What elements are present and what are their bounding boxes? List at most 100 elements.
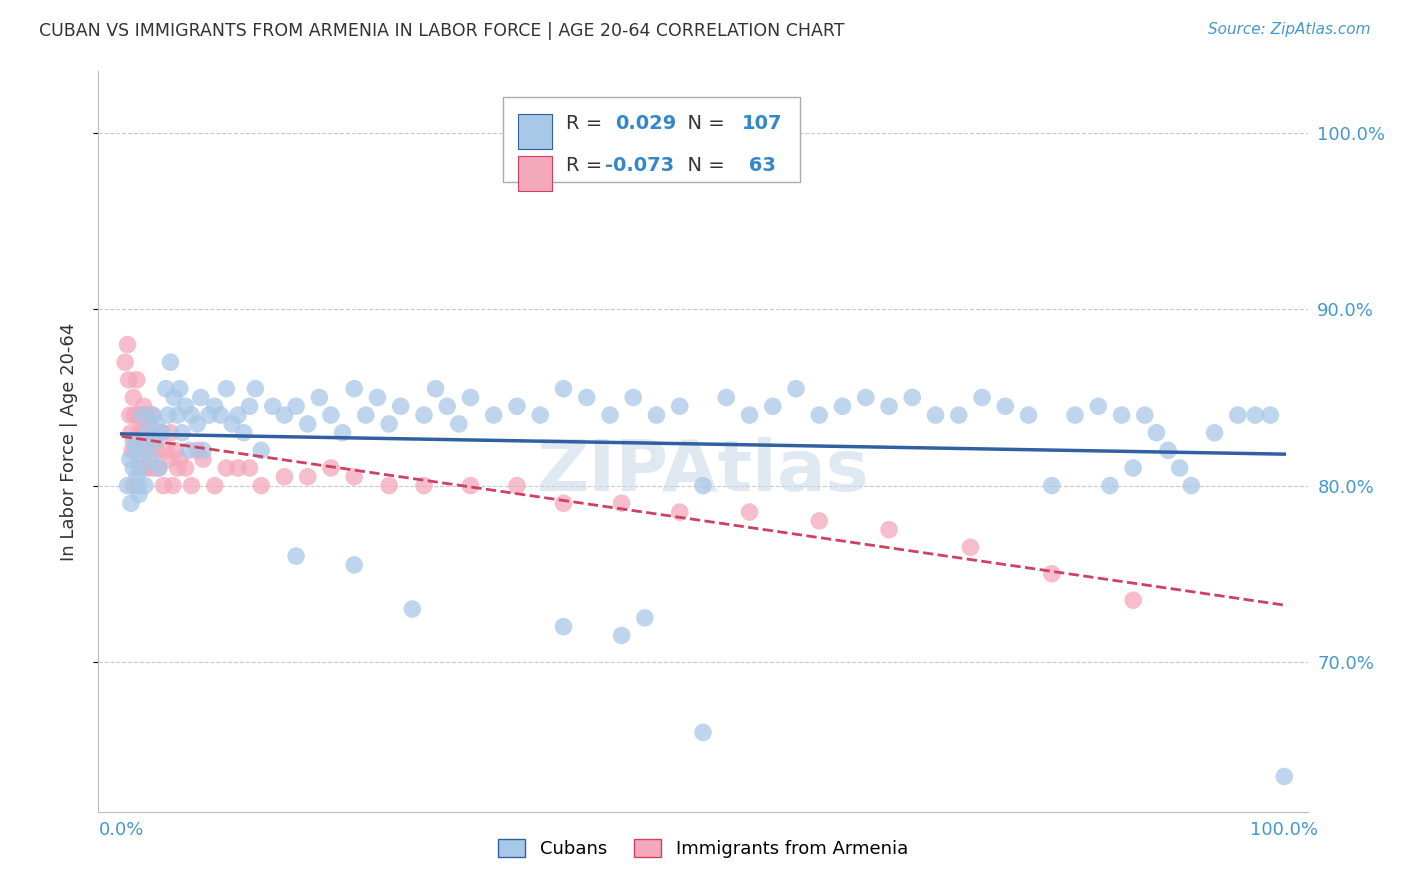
- Point: [120, 425, 142, 440]
- Point: [174, 461, 197, 475]
- Point: [668, 399, 690, 413]
- Point: [1168, 461, 1191, 475]
- Point: [162, 478, 184, 492]
- Point: [128, 425, 150, 440]
- Point: [343, 470, 366, 484]
- Point: [131, 408, 153, 422]
- Point: [610, 628, 633, 642]
- Point: [1122, 461, 1144, 475]
- Point: [831, 399, 853, 413]
- Point: [163, 391, 186, 405]
- Point: [1098, 478, 1121, 492]
- Point: [901, 391, 924, 405]
- Point: [155, 443, 177, 458]
- Point: [122, 478, 145, 492]
- Point: [738, 408, 761, 422]
- Point: [180, 408, 202, 422]
- Point: [124, 434, 146, 449]
- Text: R =: R =: [567, 113, 609, 133]
- Point: [482, 408, 505, 422]
- Point: [634, 611, 657, 625]
- Point: [150, 425, 173, 440]
- Point: [575, 391, 598, 405]
- Point: [250, 443, 273, 458]
- Point: [186, 443, 208, 458]
- Point: [250, 478, 273, 492]
- Point: [808, 408, 831, 422]
- Point: [198, 408, 221, 422]
- Point: [118, 452, 141, 467]
- Point: [186, 417, 208, 431]
- Point: [994, 399, 1017, 413]
- Point: [460, 391, 482, 405]
- Point: [169, 452, 191, 467]
- Point: [165, 443, 187, 458]
- Point: [1087, 399, 1109, 413]
- Point: [553, 382, 575, 396]
- Text: 107: 107: [742, 113, 782, 133]
- Point: [1018, 408, 1040, 422]
- Point: [117, 478, 139, 492]
- Point: [150, 425, 173, 440]
- Point: [1133, 408, 1156, 422]
- Point: [645, 408, 668, 422]
- Point: [129, 452, 152, 467]
- Point: [343, 382, 366, 396]
- Point: [1122, 593, 1144, 607]
- Point: [122, 391, 145, 405]
- Point: [143, 434, 166, 449]
- Point: [145, 417, 167, 431]
- Point: [447, 417, 470, 431]
- Point: [121, 443, 143, 458]
- FancyBboxPatch shape: [503, 97, 800, 183]
- Point: [131, 461, 153, 475]
- Point: [155, 382, 177, 396]
- Point: [1040, 478, 1063, 492]
- Text: 0.029: 0.029: [614, 113, 676, 133]
- Point: [1272, 769, 1295, 783]
- Point: [948, 408, 970, 422]
- Point: [172, 425, 194, 440]
- Point: [506, 399, 529, 413]
- Point: [785, 382, 807, 396]
- Point: [529, 408, 551, 422]
- Point: [143, 434, 166, 449]
- Point: [354, 408, 377, 422]
- Point: [285, 549, 308, 563]
- Point: [692, 478, 714, 492]
- Text: N =: N =: [675, 113, 731, 133]
- Point: [959, 541, 981, 555]
- Point: [1157, 443, 1180, 458]
- Point: [204, 399, 226, 413]
- Point: [125, 470, 148, 484]
- Point: [190, 391, 212, 405]
- Point: [599, 408, 621, 422]
- Point: [1180, 478, 1202, 492]
- Point: [122, 461, 145, 475]
- Point: [124, 408, 146, 422]
- Point: [924, 408, 946, 422]
- Point: [245, 382, 267, 396]
- Point: [436, 399, 458, 413]
- Point: [273, 470, 295, 484]
- Point: [262, 399, 284, 413]
- Point: [621, 391, 644, 405]
- Point: [226, 461, 249, 475]
- Point: [138, 417, 160, 431]
- Point: [716, 391, 738, 405]
- Point: [1226, 408, 1249, 422]
- Point: [142, 461, 165, 475]
- Text: R =: R =: [567, 156, 609, 175]
- Point: [215, 382, 238, 396]
- Point: [157, 452, 180, 467]
- Point: [389, 399, 412, 413]
- Point: [970, 391, 993, 405]
- Point: [877, 399, 900, 413]
- Point: [1040, 566, 1063, 581]
- Point: [204, 478, 226, 492]
- Text: N =: N =: [675, 156, 731, 175]
- Point: [129, 461, 152, 475]
- Point: [343, 558, 366, 572]
- Text: CUBAN VS IMMIGRANTS FROM ARMENIA IN LABOR FORCE | AGE 20-64 CORRELATION CHART: CUBAN VS IMMIGRANTS FROM ARMENIA IN LABO…: [39, 22, 845, 40]
- Text: Source: ZipAtlas.com: Source: ZipAtlas.com: [1208, 22, 1371, 37]
